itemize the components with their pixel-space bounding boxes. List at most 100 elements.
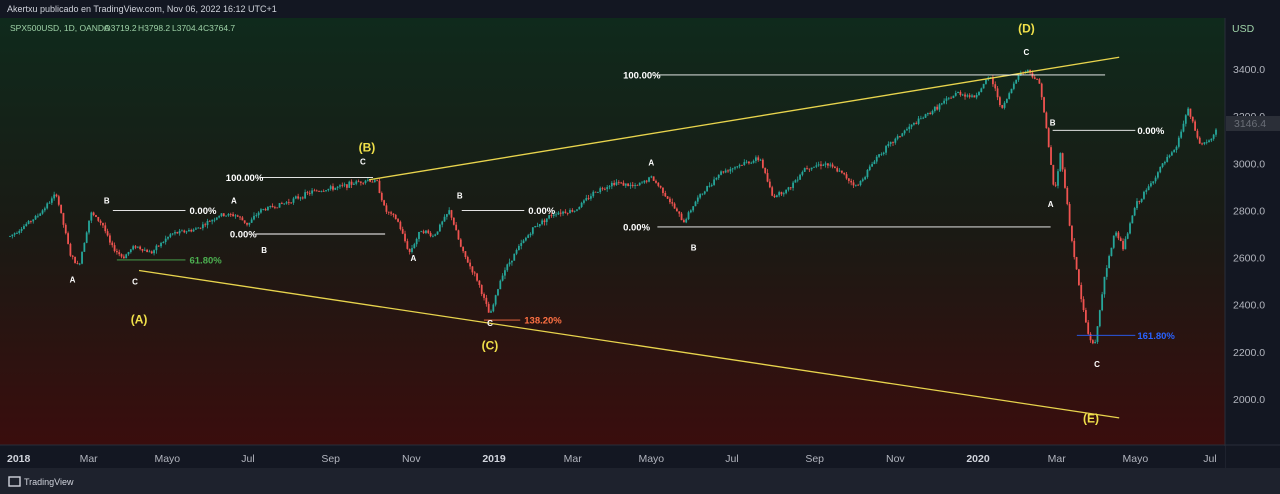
candle-body <box>794 180 797 183</box>
candle-body <box>592 191 595 197</box>
candle-body <box>408 248 411 252</box>
candle-body <box>982 83 985 89</box>
candle-body <box>67 233 69 244</box>
candle-body <box>659 185 662 188</box>
candle-body <box>657 182 660 186</box>
candle-body <box>766 173 769 182</box>
candle-body <box>652 176 655 181</box>
candle-body <box>99 220 102 223</box>
candle-body <box>315 190 318 192</box>
candle-body <box>975 95 978 98</box>
candle-body <box>899 136 901 137</box>
candle-body <box>713 179 715 185</box>
candle-body <box>339 185 341 187</box>
candle-body <box>283 203 286 205</box>
candle-body <box>1064 169 1066 188</box>
candle-body <box>513 253 516 261</box>
candle-body <box>1087 322 1090 334</box>
candle-body <box>429 232 432 237</box>
time-axis-background[interactable] <box>0 446 1225 468</box>
candle-body <box>383 200 386 206</box>
candle-body <box>887 143 890 147</box>
candle-body <box>385 205 388 212</box>
trendlines-layer <box>138 56 1120 419</box>
candle-body <box>964 94 966 97</box>
candle-body <box>994 84 997 89</box>
candle-body <box>457 230 460 240</box>
candle-body <box>246 222 248 225</box>
candle-body <box>50 198 53 203</box>
candle-body <box>857 184 860 186</box>
candle-body <box>596 192 599 193</box>
candle-body <box>267 206 269 211</box>
candle-body <box>787 187 790 190</box>
candle-body <box>371 181 374 183</box>
symbol-legend[interactable]: SPX500USD, 1D, OANDA O3719.2 H3798.2 L37… <box>10 23 235 33</box>
price-tick-label: 2200.0 <box>1233 347 1265 359</box>
candle-body <box>1203 142 1206 144</box>
candle-body <box>1198 137 1201 144</box>
candle-body <box>290 202 293 204</box>
candle-body <box>840 170 843 173</box>
upper-trendline[interactable] <box>368 56 1120 181</box>
candle-body <box>557 212 560 215</box>
candle-body <box>473 272 476 274</box>
candle-body <box>88 220 90 233</box>
candle-body <box>127 252 130 255</box>
candle-body <box>46 203 49 209</box>
candle-body <box>534 226 537 228</box>
candle-body <box>1119 238 1122 242</box>
candle-body <box>427 230 430 233</box>
candle-body <box>1115 232 1117 236</box>
candle-body <box>81 251 83 264</box>
candle-body <box>364 180 367 183</box>
candle-body <box>378 180 381 193</box>
candle-body <box>1182 123 1185 132</box>
candle-body <box>215 217 218 220</box>
wave-label-minor: C <box>487 319 493 328</box>
time-tick-label: Jul <box>725 453 738 465</box>
fib-level-label: 61.80% <box>189 255 222 266</box>
time-axis[interactable]: 2018 Mar Mayo Jul Sep Nov 2019 Mar Mayo Jul Sep Nov… <box>7 453 1217 465</box>
candle-body <box>820 164 822 166</box>
candle-body <box>167 236 169 239</box>
candle-body <box>399 221 402 230</box>
candle-body <box>1082 299 1085 311</box>
candle-body <box>397 219 399 222</box>
candle-body <box>680 213 683 221</box>
candle-body <box>327 188 330 191</box>
candle-body <box>910 124 913 127</box>
candle-body <box>594 191 597 193</box>
candle-body <box>69 243 72 256</box>
candle-body <box>936 106 939 110</box>
price-axis-background[interactable] <box>1225 18 1280 445</box>
candle-body <box>1047 128 1050 148</box>
candle-body <box>483 294 485 298</box>
candle-body <box>915 123 918 124</box>
candle-body <box>699 194 702 198</box>
fib-level-label: 138.20% <box>524 316 562 327</box>
candle-body <box>294 196 297 199</box>
candle-body <box>232 214 234 217</box>
price-tick-label: 3000.0 <box>1233 158 1265 170</box>
candle-body <box>262 209 265 210</box>
candle-body <box>694 201 697 207</box>
candle-body <box>636 185 639 186</box>
candle-body <box>413 244 416 249</box>
candle-body <box>1096 326 1099 342</box>
candle-body <box>571 210 574 212</box>
candle-body <box>1052 164 1055 185</box>
tradingview-logo[interactable]: TradingView <box>8 476 74 487</box>
lower-trendline[interactable] <box>138 269 1120 419</box>
candle-body <box>1091 340 1094 344</box>
candle-body <box>43 208 46 211</box>
candle-body <box>280 203 283 204</box>
candle-body <box>332 186 334 190</box>
candle-body <box>334 187 337 190</box>
candle-body <box>1094 341 1097 344</box>
candle-body <box>102 222 104 226</box>
candle-body <box>745 161 748 163</box>
candle-body <box>418 231 420 239</box>
candle-body <box>1071 225 1073 241</box>
